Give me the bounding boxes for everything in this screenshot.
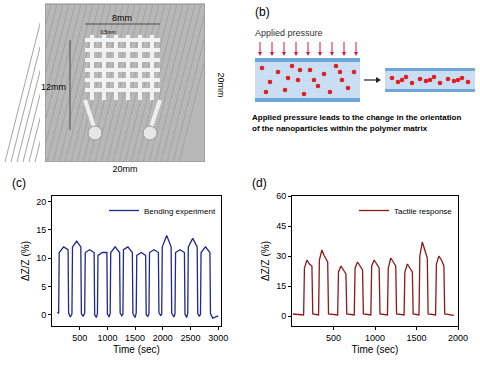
svg-text:0: 0 — [281, 311, 286, 321]
svg-text:45: 45 — [276, 221, 286, 231]
svg-text:10: 10 — [36, 253, 46, 263]
svg-text:Tactile response: Tactile response — [394, 207, 452, 216]
svg-text:Applied pressure leads to the: Applied pressure leads to the change in … — [252, 113, 461, 122]
svg-text:Time (sec): Time (sec) — [113, 344, 160, 355]
svg-text:1000: 1000 — [97, 333, 117, 343]
svg-text:15: 15 — [36, 225, 46, 235]
svg-text:30: 30 — [276, 251, 286, 261]
html-text:(d): (d) — [252, 176, 267, 190]
svg-text:20: 20 — [36, 197, 46, 207]
svg-text:0.5mm: 0.5mm — [100, 29, 115, 35]
svg-text:of the nanoparticles within th: of the nanoparticles within the polymer … — [252, 124, 428, 133]
svg-text:3000: 3000 — [208, 333, 228, 343]
svg-text:20mm: 20mm — [216, 72, 226, 97]
html-text:(c): (c) — [12, 176, 26, 190]
svg-text:Time (sec): Time (sec) — [352, 344, 399, 355]
svg-text:5: 5 — [41, 282, 46, 292]
svg-text:0: 0 — [41, 310, 46, 320]
svg-text:20mm: 20mm — [112, 164, 137, 174]
svg-text:500: 500 — [326, 333, 341, 343]
svg-text:1500: 1500 — [125, 333, 145, 343]
svg-text:12mm: 12mm — [41, 82, 66, 92]
svg-text:1500: 1500 — [406, 333, 426, 343]
svg-text:500: 500 — [72, 333, 87, 343]
svg-text:(b): (b) — [255, 5, 270, 19]
svg-text:15: 15 — [276, 281, 286, 291]
svg-text:ΔZ/Z (%): ΔZ/Z (%) — [20, 241, 31, 281]
svg-text:2000: 2000 — [153, 333, 173, 343]
svg-text:1000: 1000 — [365, 333, 385, 343]
svg-text:8mm: 8mm — [112, 13, 132, 23]
svg-text:Bending experiment: Bending experiment — [144, 207, 216, 216]
svg-text:2500: 2500 — [181, 333, 201, 343]
svg-text:ΔZ/Z (%): ΔZ/Z (%) — [260, 241, 271, 281]
svg-text:2000: 2000 — [448, 333, 468, 343]
svg-text:60: 60 — [276, 191, 286, 201]
svg-text:Applied pressure: Applied pressure — [255, 28, 323, 38]
